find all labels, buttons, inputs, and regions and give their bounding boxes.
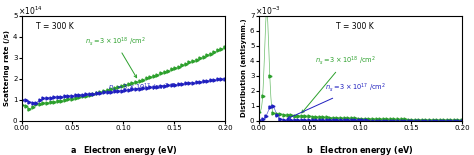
Text: $n_s = 3 \times 10^{18}$ /cm$^2$: $n_s = 3 \times 10^{18}$ /cm$^2$ <box>85 35 146 78</box>
Y-axis label: Distribution (antisymm.): Distribution (antisymm.) <box>241 19 247 117</box>
Text: $\times 10^{14}$: $\times 10^{14}$ <box>18 4 42 17</box>
Text: $n_s = 3 \times 10^{17}$ /cm$^2$: $n_s = 3 \times 10^{17}$ /cm$^2$ <box>288 82 386 119</box>
Text: T = 300 K: T = 300 K <box>336 22 374 31</box>
Text: $\mathbf{b}$$\quad$$\mathbf{Electron\ energy\ (eV)}$: $\mathbf{b}$$\quad$$\mathbf{Electron\ en… <box>306 144 414 155</box>
Text: $n_s = 3 \times 10^{18}$ /cm$^2$: $n_s = 3 \times 10^{18}$ /cm$^2$ <box>302 55 375 113</box>
Text: $\times 10^{-3}$: $\times 10^{-3}$ <box>255 4 280 17</box>
Y-axis label: Scattering rate (/s): Scattering rate (/s) <box>4 30 10 106</box>
Text: T = 300 K: T = 300 K <box>36 22 73 31</box>
Text: $n_s = 3 \times 10^{17}$ /cm$^2$: $n_s = 3 \times 10^{17}$ /cm$^2$ <box>108 82 175 94</box>
Text: $\mathbf{a}$$\quad$$\mathbf{Electron\ energy\ (eV)}$: $\mathbf{a}$$\quad$$\mathbf{Electron\ en… <box>70 144 177 155</box>
